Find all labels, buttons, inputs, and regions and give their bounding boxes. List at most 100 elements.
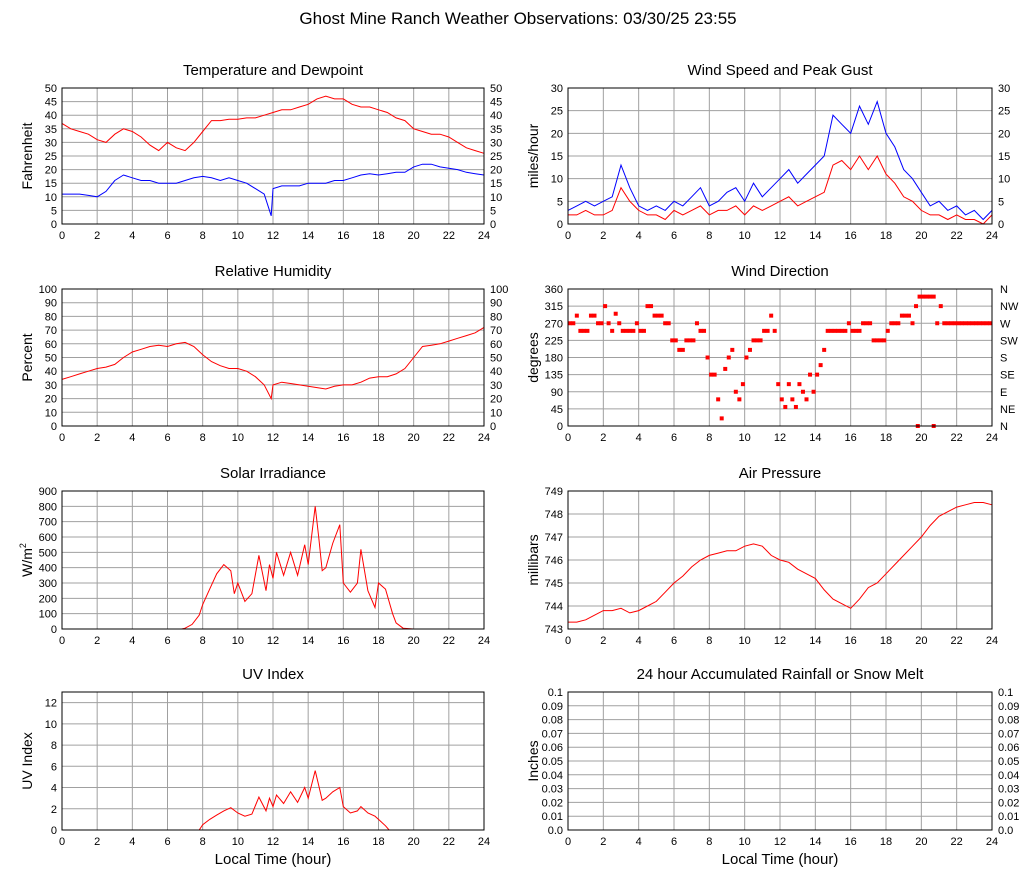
wdir-point	[755, 338, 760, 343]
wind-xtick-label: 0	[565, 230, 571, 242]
wdir-point	[744, 355, 749, 360]
rh-ytick-label: 20	[45, 394, 57, 406]
wdir-compass-label: SW	[1000, 335, 1018, 347]
pressure-xtick-label: 20	[915, 635, 927, 647]
wdir-point	[829, 328, 834, 333]
wind-series-1	[568, 154, 993, 225]
rain-ytick-label: 0.07	[542, 728, 563, 740]
rh-xtick-label: 12	[267, 432, 279, 444]
temp-xtick-label: 2	[94, 230, 100, 242]
wind-xtick-label: 12	[774, 230, 786, 242]
wdir-compass-label: NE	[1000, 404, 1015, 416]
rh-ytick-label-right: 30	[490, 380, 502, 392]
temp-xtick-label: 4	[129, 230, 135, 242]
pressure-xtick-label: 14	[809, 635, 821, 647]
wind-ytick-label: 5	[557, 196, 563, 208]
temp-ytick-label-right: 5	[490, 205, 496, 217]
wdir-point	[889, 321, 894, 326]
rh-xtick-label: 14	[302, 432, 314, 444]
wind-xtick-label: 24	[986, 230, 998, 242]
wdir-point	[588, 313, 593, 318]
wdir-point	[786, 382, 791, 387]
wdir-point	[620, 328, 625, 333]
pressure-xtick-label: 16	[845, 635, 857, 647]
uv-ytick-label: 8	[51, 740, 57, 752]
wind-xtick-label: 4	[636, 230, 642, 242]
wdir-ytick-label: 45	[551, 404, 563, 416]
solar-title: Solar Irradiance	[220, 465, 326, 482]
wdir-xtick-label: 0	[565, 432, 571, 444]
rh-ytick-label: 50	[45, 353, 57, 365]
temp-ytick-label: 40	[45, 110, 57, 122]
wdir-point	[970, 321, 975, 326]
pressure-plot-frame	[567, 490, 993, 630]
rain-plot-frame	[567, 691, 993, 831]
wdir-point	[977, 321, 982, 326]
wdir-point	[680, 347, 685, 352]
rain-ytick-label-right: 0.01	[998, 811, 1019, 823]
wind-ytick-label: 25	[551, 106, 563, 118]
temp-ytick-label-right: 40	[490, 110, 502, 122]
wdir-point	[868, 321, 873, 326]
wdir-point	[603, 304, 608, 309]
rh-ytick-label-right: 20	[490, 394, 502, 406]
rh-xtick-label: 4	[129, 432, 135, 444]
wind-ylabel: miles/hour	[525, 123, 541, 188]
solar-plot-frame	[61, 490, 485, 630]
rain-ytick-label: 0.1	[548, 687, 563, 699]
wdir-point	[818, 363, 823, 368]
wdir-point	[931, 294, 936, 299]
uv-xtick-label: 0	[59, 836, 65, 848]
rh-title: Relative Humidity	[215, 263, 332, 280]
rh-xtick-label: 8	[200, 432, 206, 444]
wdir-point	[747, 347, 752, 352]
rain-chart: 24 hour Accumulated Rainfall or Snow Mel…	[525, 666, 1019, 868]
rain-ytick-label: 0.05	[542, 756, 563, 768]
temp-ytick-label: 45	[45, 97, 57, 109]
wdir-point	[673, 338, 678, 343]
rh-ytick-label-right: 90	[490, 298, 502, 310]
wdir-point	[935, 321, 940, 326]
wdir-point	[663, 321, 668, 326]
rain-title: 24 hour Accumulated Rainfall or Snow Mel…	[637, 666, 925, 683]
solar-ytick-label: 900	[39, 486, 57, 498]
wind-ytick-label: 0	[557, 219, 563, 231]
wdir-point	[843, 328, 848, 333]
solar-ytick-label: 800	[39, 501, 57, 513]
rh-ylabel: Percent	[19, 333, 35, 381]
rain-ytick-label: 0.08	[542, 715, 563, 727]
rh-xtick-label: 22	[443, 432, 455, 444]
wdir-point	[797, 382, 802, 387]
rain-ytick-label-right: 0.1	[998, 687, 1013, 699]
pressure-xtick-label: 12	[774, 635, 786, 647]
wdir-point	[638, 328, 643, 333]
wdir-point	[656, 313, 661, 318]
wdir-point	[737, 397, 742, 402]
wdir-point	[800, 389, 805, 394]
uv-xtick-label: 6	[164, 836, 170, 848]
rain-xtick-label: 24	[986, 836, 998, 848]
wdir-point	[687, 338, 692, 343]
wdir-xtick-label: 16	[845, 432, 857, 444]
rh-xtick-label: 0	[59, 432, 65, 444]
rh-ytick-label: 90	[45, 298, 57, 310]
wdir-point	[839, 328, 844, 333]
wdir-ytick-label: 360	[545, 284, 563, 296]
pressure-ytick-label: 746	[545, 555, 563, 567]
rain-ylabel: Inches	[525, 740, 541, 781]
wind-ytick-label: 30	[551, 83, 563, 95]
uv-ytick-label: 12	[45, 698, 57, 710]
solar-xtick-label: 14	[302, 635, 314, 647]
rh-ytick-label-right: 40	[490, 366, 502, 378]
rh-xtick-label: 24	[478, 432, 490, 444]
wdir-point	[836, 328, 841, 333]
wdir-point	[694, 321, 699, 326]
wdir-point	[793, 404, 798, 409]
uv-xtick-label: 22	[443, 836, 455, 848]
uv-title: UV Index	[242, 666, 304, 683]
wdir-point	[627, 328, 632, 333]
temp-xtick-label: 16	[337, 230, 349, 242]
wdir-point	[712, 372, 717, 377]
